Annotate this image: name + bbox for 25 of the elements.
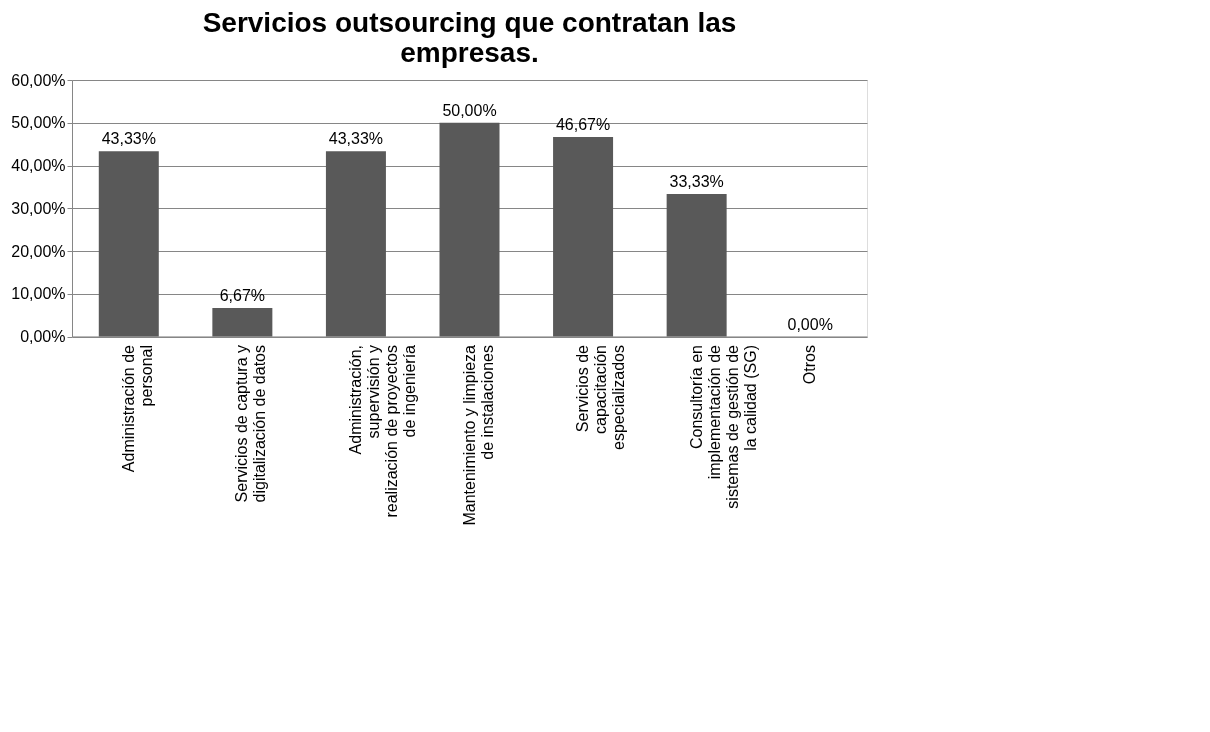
y-tick-label: 0,00% (20, 328, 66, 345)
x-tick-label: Administración de personal (119, 344, 155, 473)
y-tick-label: 40,00% (11, 157, 66, 174)
data-label: 46,67% (555, 115, 611, 133)
y-tick-label: 20,00% (11, 242, 66, 260)
y-tick-label: 50,00% (11, 114, 66, 132)
bar (553, 136, 614, 337)
bar (212, 307, 273, 337)
bar (325, 151, 386, 337)
data-label: 0,00% (787, 315, 833, 333)
y-tick-label: 30,00% (11, 199, 66, 217)
bar (439, 122, 500, 337)
data-label: 43,33% (101, 130, 156, 148)
x-tick-label: Administración, supervisión y realización de proyectos de ingeniería (346, 344, 418, 518)
chart-title: Servicios outsourcing que contratan las empresas. (202, 7, 737, 68)
y-tick-label: 10,00% (11, 285, 66, 303)
y-tick-label: 60,00% (11, 71, 66, 89)
x-tick-label: Consultoría en implementación de sistemas de gestión de la calidad (SG) (687, 344, 759, 509)
bar (666, 194, 727, 337)
data-label: 6,67% (219, 286, 266, 304)
x-tick-label: Otros (801, 345, 819, 385)
data-label: 43,33% (328, 130, 384, 148)
data-label: 33,33% (669, 173, 724, 191)
data-label: 50,00% (442, 101, 497, 119)
bar (98, 151, 159, 337)
